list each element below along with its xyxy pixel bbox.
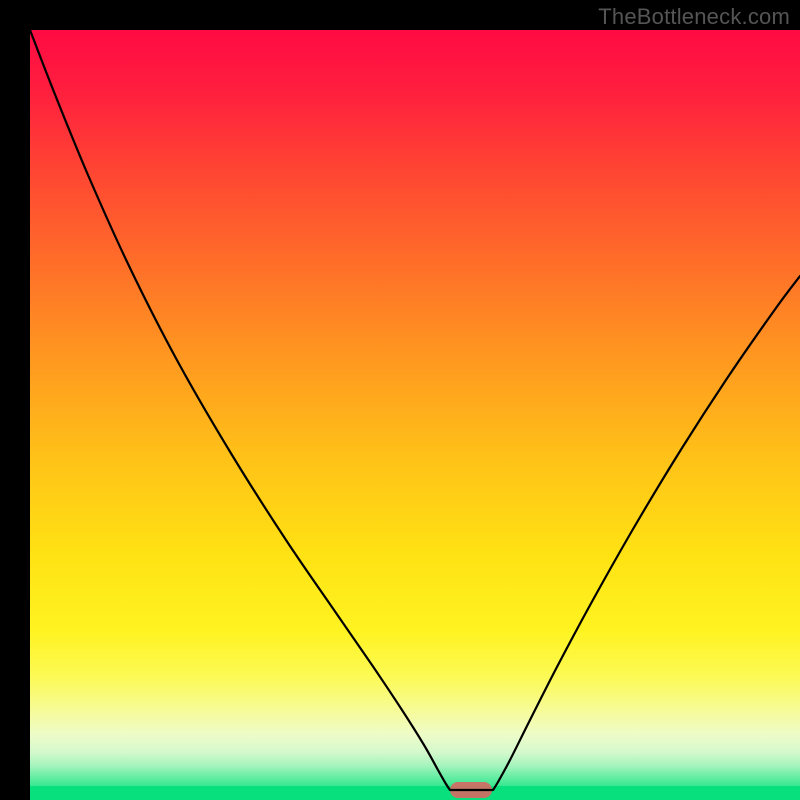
green-band xyxy=(30,786,800,800)
plot-background xyxy=(30,30,800,800)
watermark: TheBottleneck.com xyxy=(598,4,790,30)
bottleneck-chart xyxy=(0,0,800,800)
chart-frame: TheBottleneck.com xyxy=(0,0,800,800)
